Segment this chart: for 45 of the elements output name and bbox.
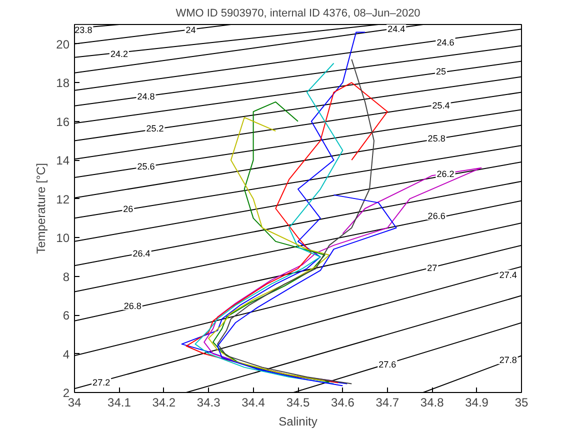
y-tick-label: 10 <box>56 231 70 246</box>
y-axis-title: Temperature [°C] <box>34 163 48 254</box>
y-tick-label: 6 <box>62 308 70 323</box>
y-tick-label: 4 <box>62 347 70 362</box>
annotation: 26.2 <box>436 169 454 180</box>
x-tick-label: 35 <box>514 396 528 410</box>
annotation: 25.6 <box>137 161 155 172</box>
annotation: 24 <box>186 25 196 36</box>
x-tick-label: 34.5 <box>286 396 310 410</box>
annotation: 23.8 <box>74 24 92 35</box>
annotation: 25.4 <box>432 100 450 110</box>
y-tick-label: 8 <box>62 270 70 284</box>
annotation: 26.6 <box>428 210 446 221</box>
y-tick-label: 16 <box>56 114 70 129</box>
annotation: 24.6 <box>436 37 454 48</box>
x-tick-label: 34.6 <box>331 396 355 410</box>
annotation: 24.4 <box>388 24 406 34</box>
y-tick-label: 14 <box>56 154 70 168</box>
annotation: 27.6 <box>378 359 396 370</box>
annotation: 27.8 <box>499 355 517 366</box>
x-tick-label: 34.4 <box>242 396 266 410</box>
x-tick-label: 34 <box>68 396 82 410</box>
x-tick-label: 34.3 <box>196 396 221 410</box>
x-tick-label: 34.7 <box>376 396 400 410</box>
annotation: 24.8 <box>137 92 155 102</box>
x-tick-label: 34.1 <box>108 396 132 410</box>
y-tick-label: 20 <box>56 37 70 52</box>
annotation: 27.4 <box>499 270 517 280</box>
x-axis-title: Salinity <box>278 414 318 428</box>
x-tick-label: 34.8 <box>420 396 444 410</box>
annotation: 25 <box>436 66 446 76</box>
annotation: 26 <box>123 204 134 214</box>
annotation: 27.2 <box>92 377 110 388</box>
chart-title: WMO ID 5903970, internal ID 4376, 08–Jun–2020 <box>176 8 420 20</box>
annotation: 25.8 <box>428 133 446 144</box>
y-tick-label: 2 <box>62 386 70 400</box>
annotation: 27 <box>427 262 438 273</box>
x-tick-label: 34.9 <box>465 396 489 410</box>
annotation: 25.2 <box>146 124 164 134</box>
annotation: 24.2 <box>110 49 128 60</box>
y-tick-label: 12 <box>56 192 70 206</box>
y-tick-label: 18 <box>56 76 70 90</box>
annotation: 26.8 <box>124 300 142 311</box>
annotation: 26.4 <box>132 248 150 259</box>
x-tick-label: 34.2 <box>152 396 176 410</box>
